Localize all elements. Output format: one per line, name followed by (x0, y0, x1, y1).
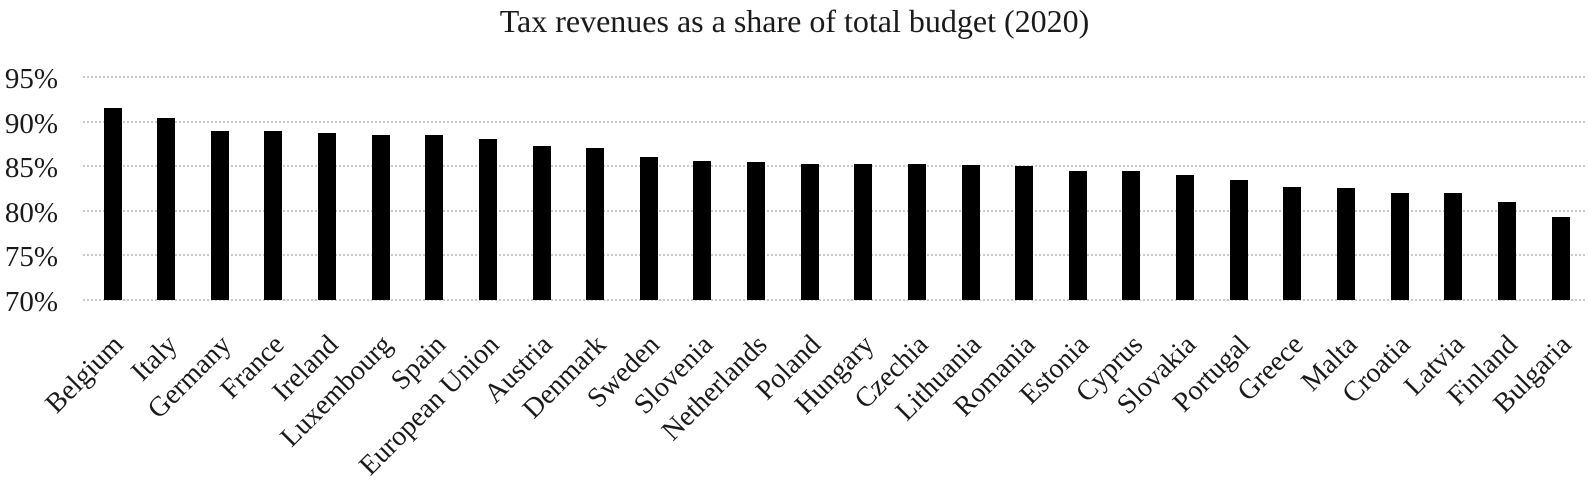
bar (1283, 186, 1302, 300)
bar (264, 131, 283, 300)
gridline (83, 209, 1585, 212)
bar (1176, 175, 1195, 300)
gridline (83, 299, 1585, 301)
bar (532, 145, 551, 300)
bar (318, 133, 337, 300)
x-tick-label: Belgium (39, 329, 130, 420)
bar (1068, 170, 1087, 300)
gridline (83, 120, 1585, 123)
bar (800, 163, 819, 300)
bar (371, 134, 390, 300)
y-tick-label: 75% (4, 241, 58, 274)
bar (425, 134, 444, 300)
y-tick-label: 70% (4, 286, 58, 318)
gridline (83, 254, 1585, 257)
bar (1497, 201, 1516, 300)
bar (1444, 192, 1463, 300)
bar (1015, 166, 1034, 300)
bar (854, 163, 873, 300)
gridline (83, 76, 1585, 78)
y-tick-label: 95% (4, 63, 58, 95)
bar (639, 157, 658, 300)
bar (586, 148, 605, 300)
bar (747, 161, 766, 300)
bar (157, 118, 176, 300)
y-tick-label: 90% (4, 107, 58, 140)
bar (210, 130, 229, 300)
bar (1229, 179, 1248, 300)
bar (1390, 192, 1409, 300)
bar (1336, 187, 1355, 300)
chart-title: Tax revenues as a share of total budget … (499, 3, 1090, 39)
bar (1551, 217, 1570, 300)
bar (1122, 170, 1141, 300)
bar (907, 164, 926, 300)
y-tick-label: 85% (4, 152, 58, 185)
bar (103, 108, 122, 300)
y-tick-label: 80% (4, 196, 58, 229)
bar (693, 160, 712, 300)
gridline (83, 165, 1585, 168)
bar (478, 139, 497, 300)
bar (961, 165, 980, 300)
